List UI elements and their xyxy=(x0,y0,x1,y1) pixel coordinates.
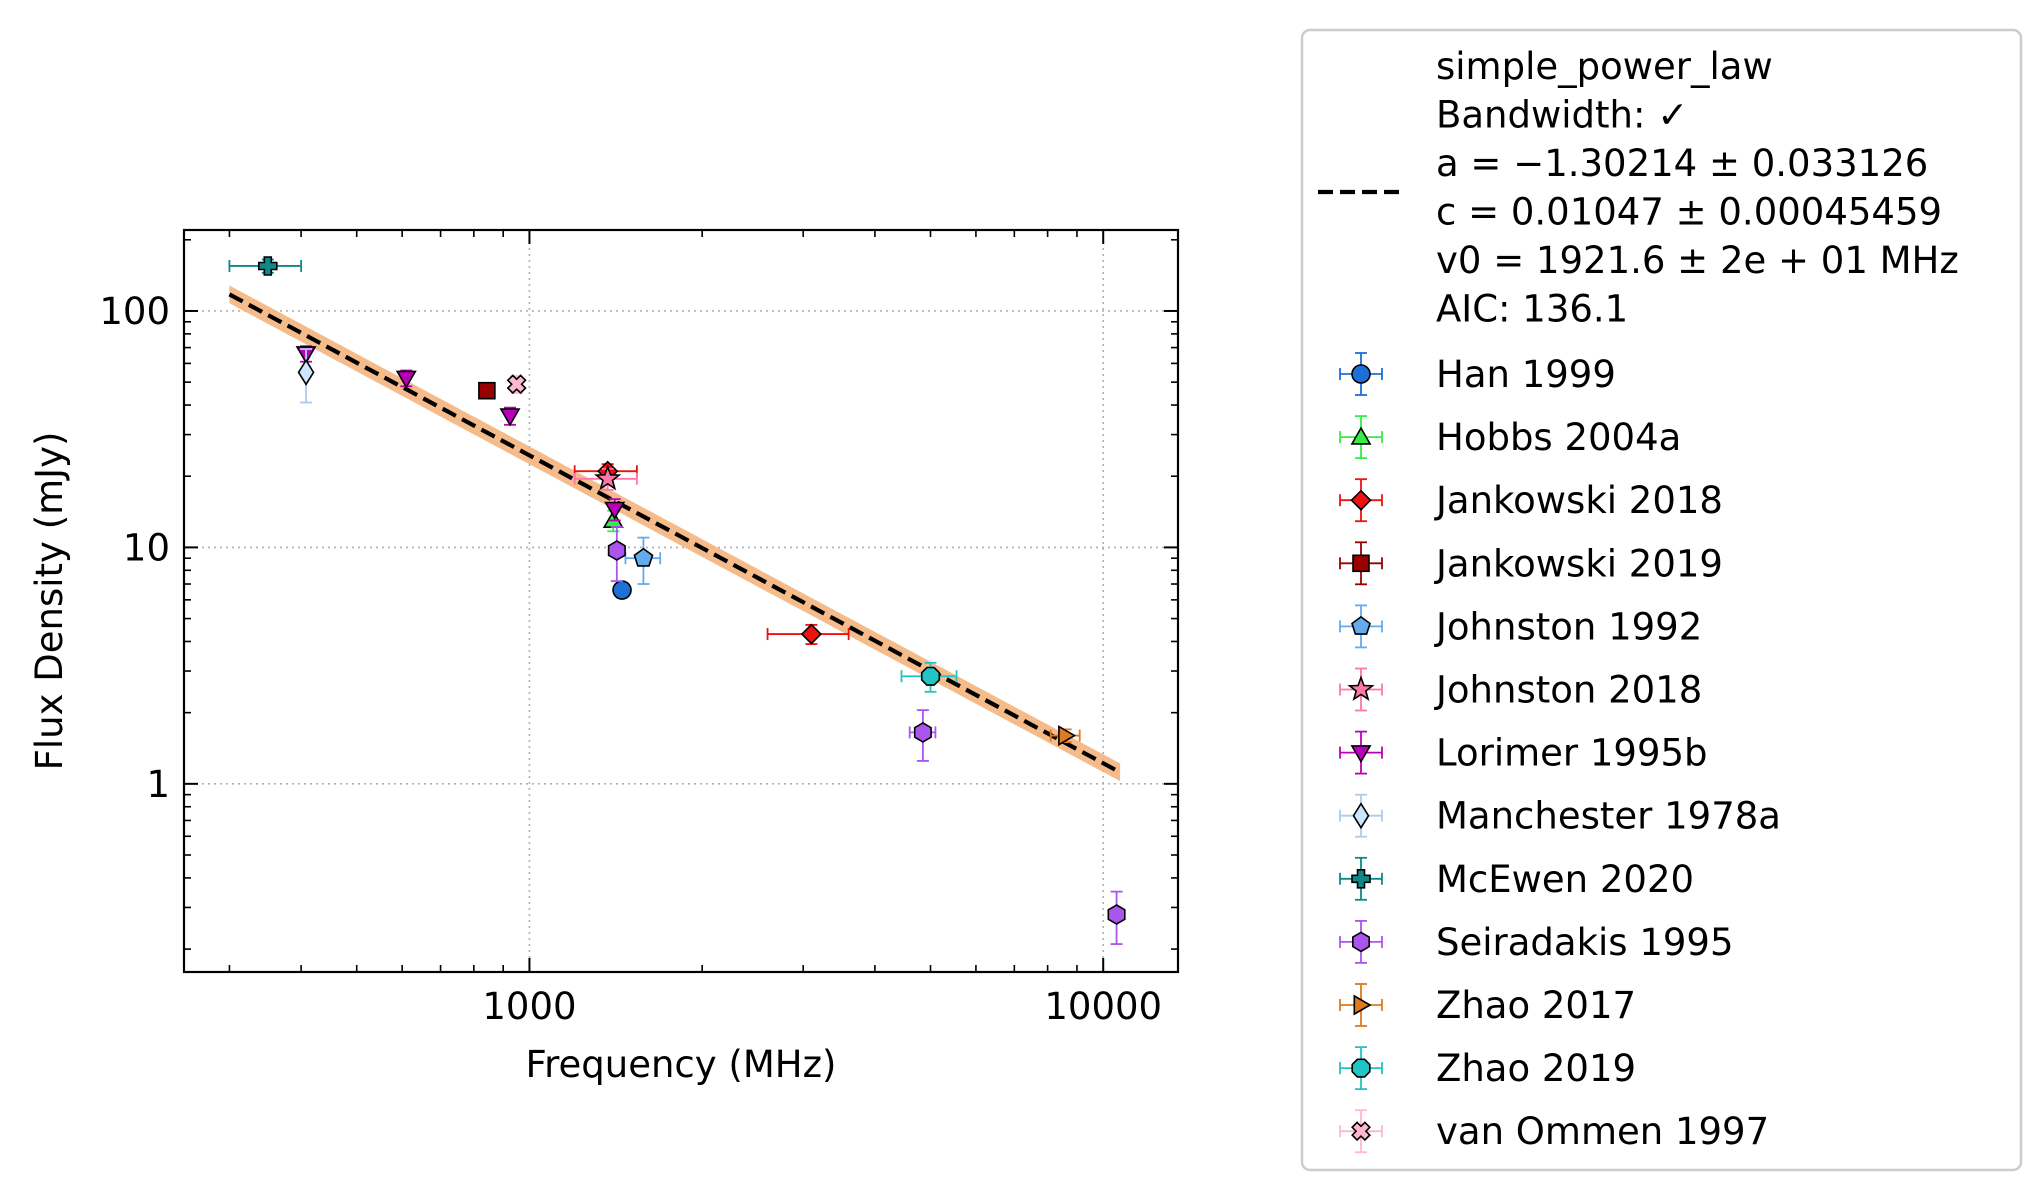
fit-line xyxy=(228,292,1122,775)
legend-label: Manchester 1978a xyxy=(1436,795,1781,838)
legend-entry: Lorimer 1995b xyxy=(1339,730,1708,775)
legend-entry: Hobbs 2004a xyxy=(1339,415,1681,459)
legend-marker xyxy=(1351,1121,1371,1142)
legend-marker xyxy=(1352,554,1370,573)
legend-items: simple_power_law Bandwidth: ✓ a = −1.30214… xyxy=(1318,45,1959,1153)
legend-label: Zhao 2017 xyxy=(1436,984,1636,1027)
y-axis-label: Flux Density (mJy) xyxy=(28,432,71,771)
legend-marker xyxy=(1351,1058,1371,1078)
series-10 xyxy=(1049,725,1081,747)
legend-marker xyxy=(1353,994,1372,1016)
legend-entry: Johnston 1992 xyxy=(1339,604,1702,648)
x-tick-label: 1000 xyxy=(482,985,576,1028)
axis-ticks xyxy=(184,230,1178,972)
data-point xyxy=(612,580,632,600)
grid-lines xyxy=(184,230,1178,972)
legend-fit-text: c = 0.01047 ± 0.00045459 xyxy=(1436,191,1942,234)
legend-marker xyxy=(1352,802,1370,830)
series-12 xyxy=(506,374,527,395)
data-point xyxy=(395,370,417,389)
legend-entry: Jankowski 2019 xyxy=(1339,541,1723,585)
data-point xyxy=(499,408,521,427)
fit-layer xyxy=(228,285,1122,782)
legend-fit-text: v0 = 1921.6 ± 2e + 01 MHz xyxy=(1436,239,1959,282)
fit-uncertainty-band xyxy=(229,285,1121,782)
legend-marker xyxy=(1350,745,1372,764)
legend-entry: Seiradakis 1995 xyxy=(1339,920,1733,964)
series-5 xyxy=(573,464,638,491)
legend-frame xyxy=(1300,28,2023,1172)
tick-labels: 1000 10000 1 10 100 xyxy=(99,290,1162,1028)
legend-entry: Jankowski 2018 xyxy=(1339,478,1723,522)
data-points xyxy=(228,256,1126,945)
data-point xyxy=(800,623,823,645)
data-point xyxy=(594,464,622,491)
data-point xyxy=(297,358,315,386)
legend-entry: Johnston 2018 xyxy=(1339,667,1702,712)
data-point xyxy=(913,721,932,743)
legend-entry: Manchester 1978a xyxy=(1339,793,1781,838)
data-point xyxy=(633,547,654,567)
legend-label: Hobbs 2004a xyxy=(1436,416,1681,459)
legend-label: Lorimer 1995b xyxy=(1436,732,1708,775)
legend-fit-text: a = −1.30214 ± 0.033126 xyxy=(1436,142,1928,185)
plot-frame xyxy=(182,228,1180,974)
data-point xyxy=(1107,904,1126,925)
legend-fit-text: simple_power_law xyxy=(1436,45,1773,88)
legend-entry: Han 1999 xyxy=(1339,352,1616,396)
series-3 xyxy=(478,381,496,400)
legend-label: van Ommen 1997 xyxy=(1436,1110,1769,1153)
legend-label: McEwen 2020 xyxy=(1436,858,1694,901)
legend-label: Zhao 2019 xyxy=(1436,1047,1636,1090)
legend-fit-text: Bandwidth: ✓ xyxy=(1436,94,1688,137)
legend-marker xyxy=(1350,426,1372,445)
legend-marker xyxy=(1351,364,1371,384)
legend-label: Johnston 1992 xyxy=(1434,605,1702,648)
series-7 xyxy=(297,348,315,404)
data-point xyxy=(920,666,941,686)
y-tick-label: 1 xyxy=(146,763,170,806)
legend-label: Seiradakis 1995 xyxy=(1436,921,1733,964)
legend-marker xyxy=(1350,489,1372,511)
data-point xyxy=(478,381,496,400)
series-9 xyxy=(607,526,1126,945)
data-point xyxy=(1058,725,1077,747)
data-point xyxy=(604,501,626,520)
y-tick-label: 100 xyxy=(99,290,170,333)
legend-entry: van Ommen 1997 xyxy=(1339,1109,1769,1153)
legend-marker xyxy=(1351,868,1371,889)
data-point xyxy=(607,540,626,561)
legend-marker xyxy=(1351,615,1371,635)
legend-label: Johnston 2018 xyxy=(1434,669,1702,712)
legend-entry: Zhao 2017 xyxy=(1339,983,1636,1027)
legend-entry: Zhao 2019 xyxy=(1339,1046,1636,1090)
series-0 xyxy=(612,580,632,600)
legend-fit-text: AIC: 136.1 xyxy=(1436,288,1628,331)
legend-label: Han 1999 xyxy=(1436,353,1616,396)
y-tick-label: 10 xyxy=(123,526,170,569)
legend-label: Jankowski 2018 xyxy=(1434,479,1723,522)
legend-marker xyxy=(1347,675,1375,702)
x-tick-label: 10000 xyxy=(1044,985,1162,1028)
x-axis-label: Frequency (MHz) xyxy=(526,1043,837,1086)
series-11 xyxy=(900,661,958,693)
data-point xyxy=(257,256,278,276)
series-8 xyxy=(228,256,303,276)
legend-marker xyxy=(1352,931,1370,953)
legend: simple_power_law Bandwidth: ✓ a = −1.30214… xyxy=(1300,28,2023,1172)
legend-label: Jankowski 2019 xyxy=(1434,542,1723,585)
data-point xyxy=(506,374,527,395)
legend-entry: McEwen 2020 xyxy=(1339,856,1694,901)
